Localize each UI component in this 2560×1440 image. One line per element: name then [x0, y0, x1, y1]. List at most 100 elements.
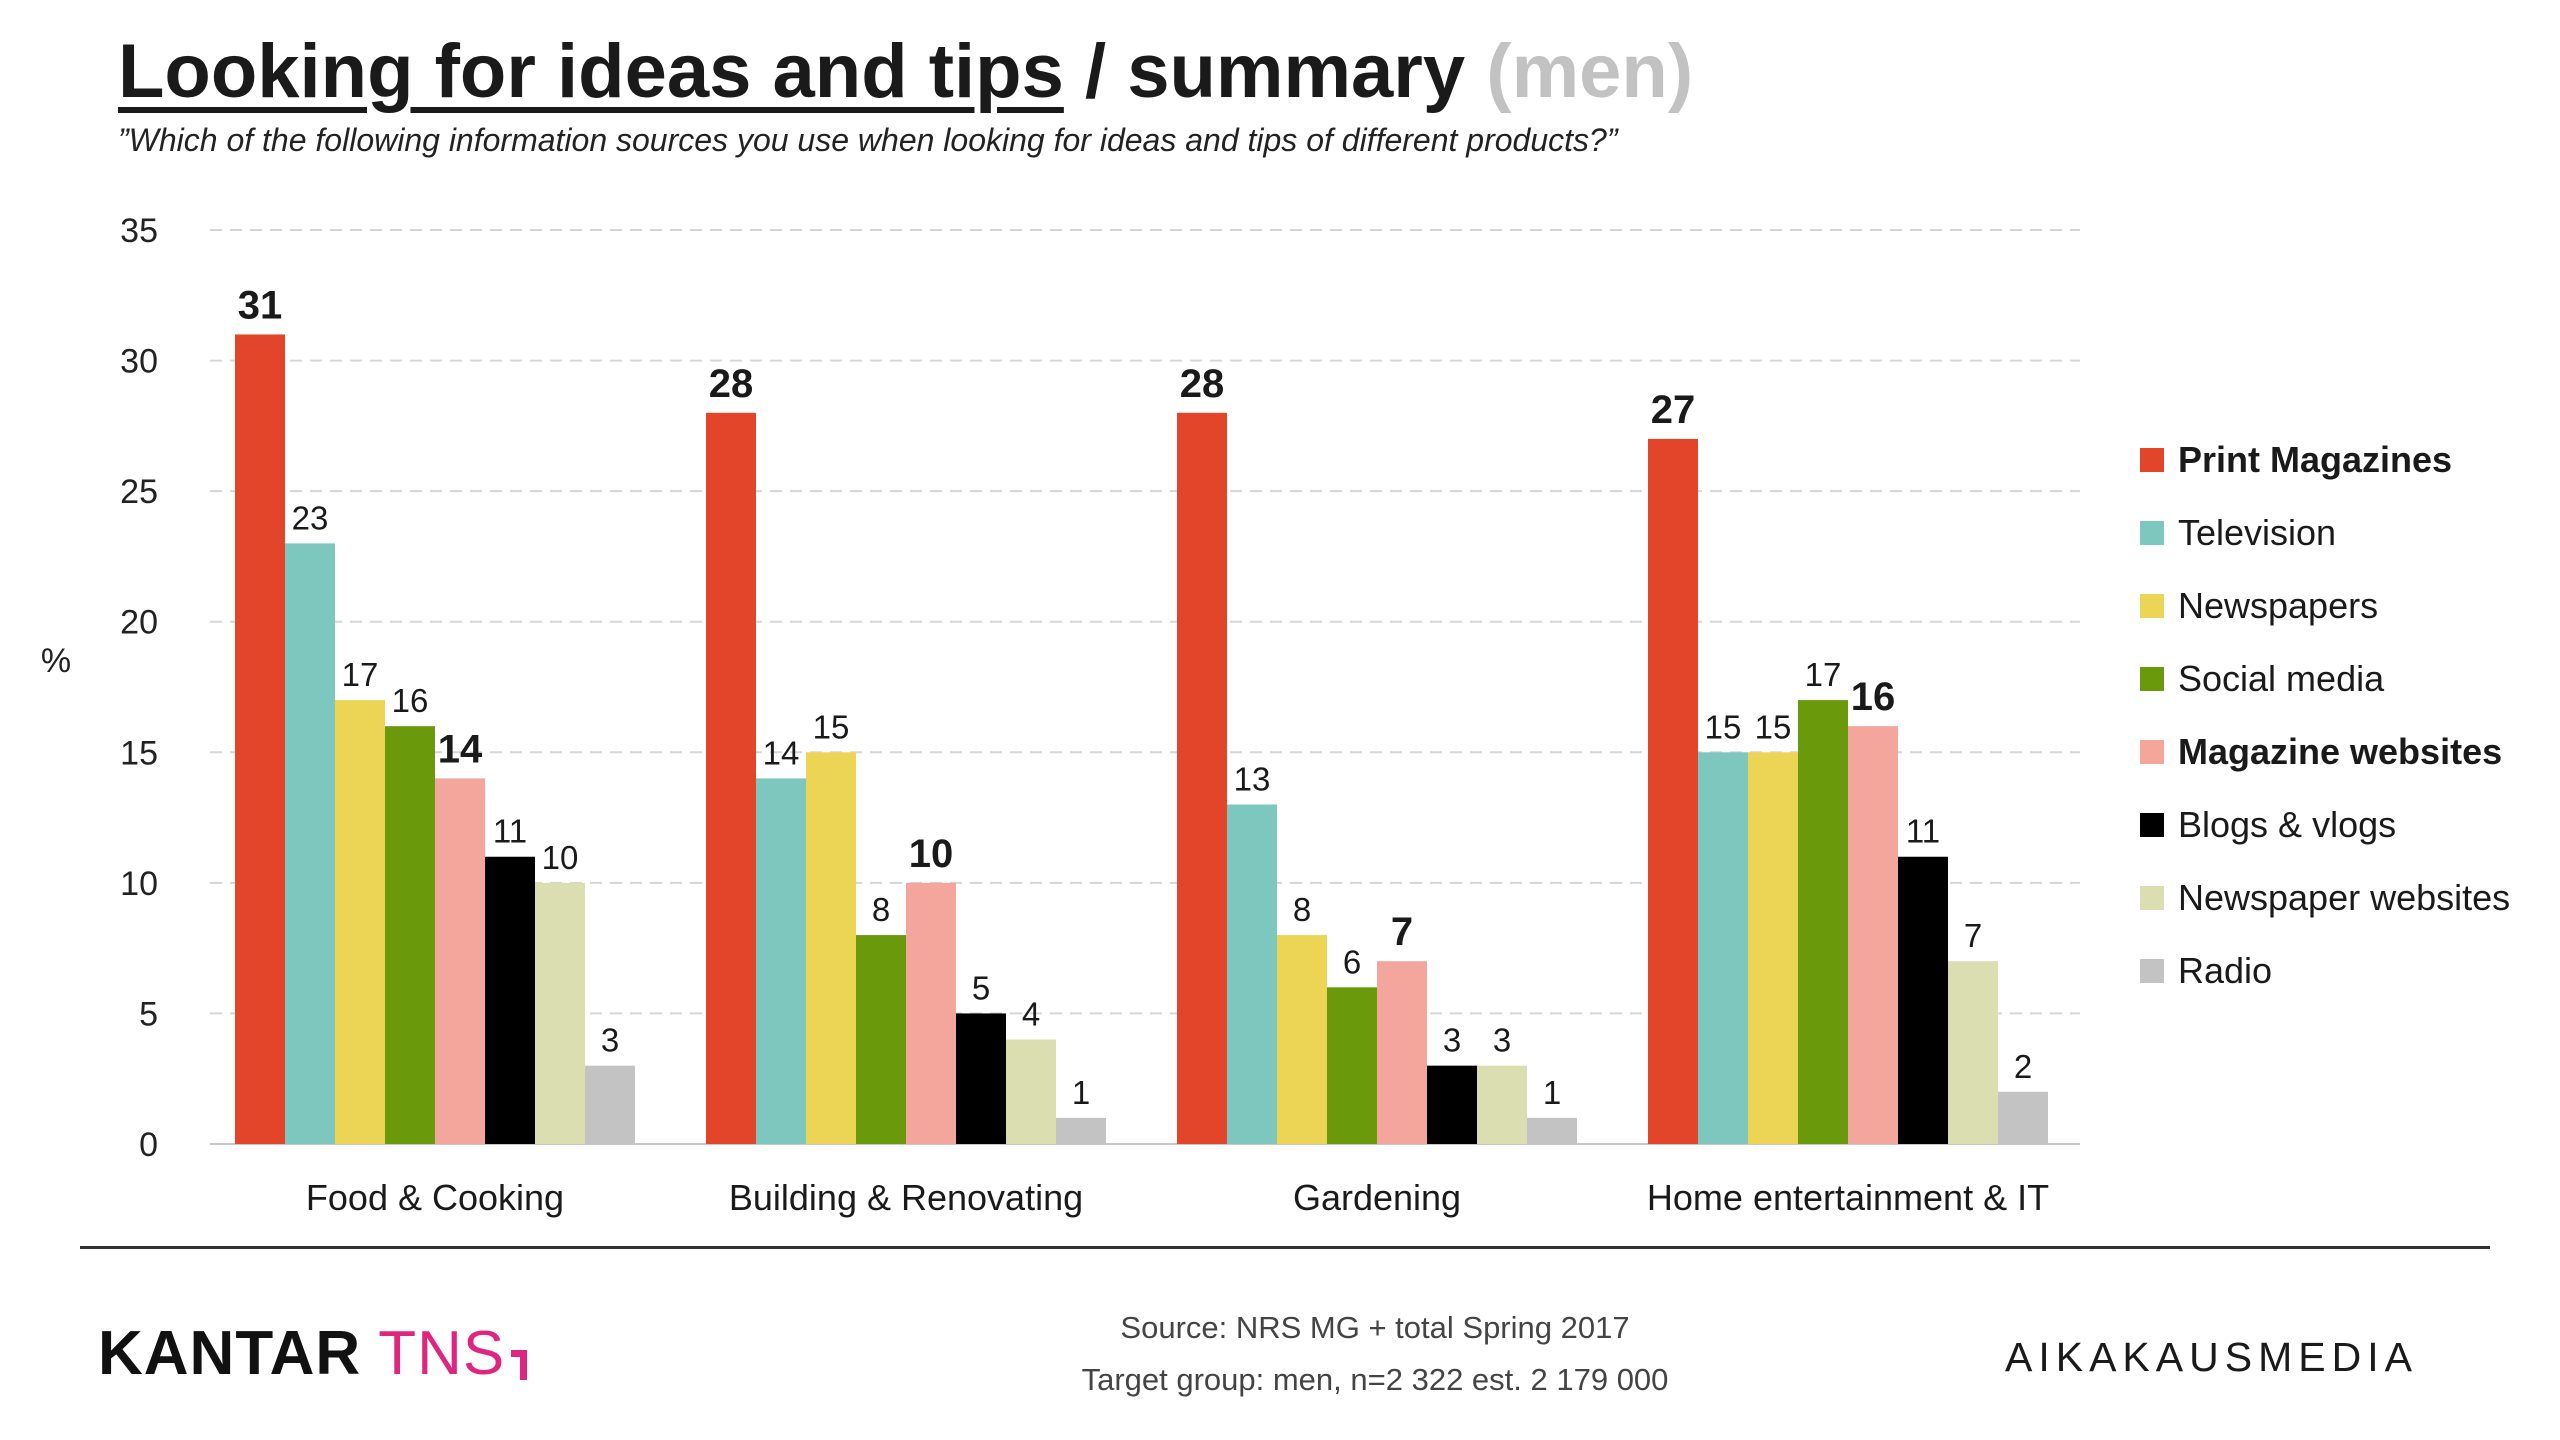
logo-corner-icon	[511, 1350, 528, 1380]
data-label: 1	[1072, 1074, 1090, 1111]
data-label: 28	[709, 362, 754, 406]
bar	[756, 778, 806, 1144]
title-audience: (men)	[1486, 29, 1694, 114]
y-tick-label: 5	[139, 995, 158, 1033]
bar	[585, 1065, 635, 1144]
title-rest: / summary	[1063, 29, 1487, 114]
bar	[535, 882, 585, 1144]
y-tick-label: 10	[120, 865, 158, 903]
bar	[235, 334, 285, 1144]
bar	[1006, 1039, 1056, 1144]
bar	[1477, 1065, 1527, 1144]
data-label: 23	[292, 499, 329, 536]
bar	[1648, 438, 1698, 1144]
kantar-tns-logo: KANTAR TNS	[98, 1318, 528, 1389]
page-title: Looking for ideas and tips / summary (me…	[118, 28, 1693, 115]
data-label: 31	[238, 283, 283, 327]
y-tick-label: 20	[120, 604, 158, 642]
bar	[1527, 1117, 1577, 1144]
legend-swatch	[2140, 813, 2164, 837]
data-label: 7	[1964, 917, 1982, 954]
legend-swatch	[2140, 740, 2164, 764]
bar	[435, 778, 485, 1144]
bar	[1377, 961, 1427, 1144]
data-label: 10	[542, 839, 579, 876]
bar	[1748, 752, 1798, 1144]
bar	[1948, 961, 1998, 1144]
y-tick-label: 35	[120, 212, 158, 250]
bar	[1848, 726, 1898, 1144]
legend-entry-label: Television	[2178, 512, 2336, 553]
bar	[1898, 856, 1948, 1144]
data-label: 11	[493, 813, 527, 850]
footer-divider	[80, 1246, 2490, 1249]
y-tick-label: 0	[139, 1126, 158, 1164]
data-label: 27	[1651, 388, 1696, 432]
x-category-label: Gardening	[1293, 1177, 1461, 1218]
data-label: 6	[1343, 943, 1361, 980]
y-tick-label: 30	[120, 343, 158, 381]
legend-entry-label: Blogs & vlogs	[2178, 804, 2396, 845]
data-label: 28	[1180, 362, 1225, 406]
data-label: 15	[1705, 708, 1742, 745]
legend-entry-label: Social media	[2178, 658, 2385, 699]
data-label: 3	[601, 1022, 619, 1059]
title-main: Looking for ideas and tips	[118, 29, 1064, 114]
data-label: 17	[1805, 656, 1842, 693]
x-category-label: Building & Renovating	[729, 1177, 1083, 1218]
bar	[485, 856, 535, 1144]
data-label: 16	[392, 682, 429, 719]
data-label: 3	[1443, 1022, 1461, 1059]
source-line: Source: NRS MG + total Spring 2017	[1120, 1310, 1630, 1345]
data-label: 15	[813, 708, 850, 745]
data-label: 3	[1493, 1022, 1511, 1059]
question-subtitle: ”Which of the following information sour…	[118, 122, 1618, 158]
data-label: 15	[1755, 708, 1792, 745]
legend-entry-label: Print Magazines	[2178, 439, 2452, 480]
y-tick-label: 25	[120, 473, 158, 511]
bar	[956, 1013, 1006, 1144]
data-label: 11	[1906, 813, 1940, 850]
legend-entry-label: Newspaper websites	[2178, 877, 2510, 918]
bar	[806, 752, 856, 1144]
data-label: 14	[763, 734, 800, 771]
bar	[906, 882, 956, 1144]
logo-tns-text: TNS	[361, 1319, 506, 1388]
bar	[385, 726, 435, 1144]
legend-entry-label: Radio	[2178, 950, 2272, 991]
legend-swatch	[2140, 594, 2164, 618]
legend-swatch	[2140, 448, 2164, 472]
data-label: 8	[872, 891, 890, 928]
legend-swatch	[2140, 886, 2164, 910]
bar	[1998, 1091, 2048, 1144]
logo-kantar-text: KANTAR	[98, 1319, 362, 1388]
data-label: 10	[909, 832, 954, 876]
data-label: 1	[1543, 1074, 1561, 1111]
data-label: 4	[1022, 996, 1040, 1033]
legend-entry-label: Newspapers	[2178, 585, 2378, 626]
bar	[706, 412, 756, 1144]
bar	[1327, 987, 1377, 1144]
bar	[335, 700, 385, 1144]
x-category-label: Home entertainment & IT	[1647, 1177, 2049, 1218]
data-label: 2	[2014, 1048, 2032, 1085]
legend-swatch	[2140, 959, 2164, 983]
bar	[285, 543, 335, 1144]
data-label: 16	[1851, 675, 1896, 719]
legend-swatch	[2140, 521, 2164, 545]
bar	[1056, 1117, 1106, 1144]
data-label: 13	[1234, 761, 1271, 798]
bar	[1277, 935, 1327, 1144]
data-label: 14	[438, 727, 483, 771]
bar	[1798, 700, 1848, 1144]
y-tick-label: 15	[120, 734, 158, 772]
data-label: 8	[1293, 891, 1311, 928]
bar	[1177, 412, 1227, 1144]
data-label: 5	[972, 969, 990, 1006]
data-label: 7	[1391, 910, 1413, 954]
aikakausmedia-logo: AIKAKAUSMEDIA	[2005, 1334, 2418, 1380]
bar	[1227, 804, 1277, 1144]
legend-entry-label: Magazine websites	[2178, 731, 2502, 772]
